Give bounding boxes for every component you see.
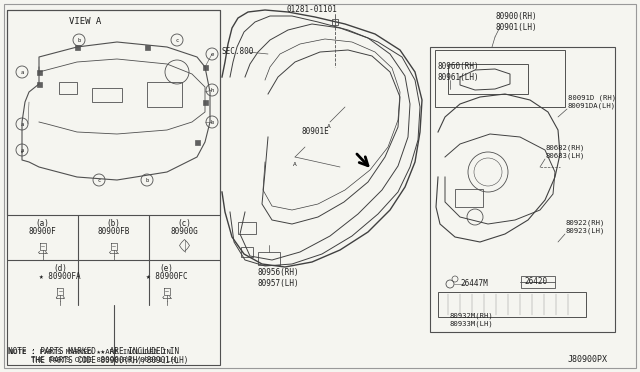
Bar <box>202 64 207 70</box>
Text: 80956(RH)
80957(LH): 80956(RH) 80957(LH) <box>258 268 300 288</box>
Bar <box>7 10 220 215</box>
Text: 80900G: 80900G <box>171 227 198 236</box>
Text: 80932M(RH)
80933M(LH): 80932M(RH) 80933M(LH) <box>450 313 493 327</box>
Text: THE PARTS CODE 80900(RH)/80901(LH): THE PARTS CODE 80900(RH)/80901(LH) <box>8 356 188 365</box>
Bar <box>74 45 79 49</box>
Text: 80091D (RH)
80091DA(LH): 80091D (RH) 80091DA(LH) <box>568 95 616 109</box>
Text: (e): (e) <box>160 264 173 273</box>
Text: A: A <box>293 161 297 167</box>
Text: (c): (c) <box>177 219 191 228</box>
Text: b: b <box>145 177 148 183</box>
Bar <box>36 70 42 74</box>
Text: b: b <box>211 119 214 125</box>
Text: 80900FB: 80900FB <box>97 227 130 236</box>
Text: a: a <box>20 122 24 126</box>
Text: h: h <box>211 87 214 93</box>
Bar <box>147 82 182 107</box>
Bar <box>238 222 256 234</box>
Text: 80682(RH)
80683(LH): 80682(RH) 80683(LH) <box>545 145 584 159</box>
Text: (a): (a) <box>36 219 49 228</box>
Bar <box>438 292 586 317</box>
Text: c: c <box>175 38 179 42</box>
Text: A: A <box>327 125 331 129</box>
Text: VIEW A: VIEW A <box>69 17 101 26</box>
Text: 80900(RH)
80901(LH): 80900(RH) 80901(LH) <box>495 12 536 32</box>
Text: (b): (b) <box>107 219 120 228</box>
Text: a: a <box>20 70 24 74</box>
Text: 80922(RH)
80923(LH): 80922(RH) 80923(LH) <box>565 220 604 234</box>
Text: c: c <box>97 177 100 183</box>
Bar <box>195 140 200 144</box>
Bar <box>145 45 150 49</box>
Bar <box>241 247 253 257</box>
Text: 26420: 26420 <box>524 278 547 286</box>
Text: THE PARTS CODE 80900(RH)/80901(LH): THE PARTS CODE 80900(RH)/80901(LH) <box>9 357 180 363</box>
Bar <box>92 88 122 102</box>
Text: SEC.800: SEC.800 <box>222 48 254 57</box>
Bar <box>521 276 555 288</box>
Bar <box>448 64 528 94</box>
Bar <box>36 81 42 87</box>
Bar <box>435 50 565 107</box>
Text: b: b <box>77 38 81 42</box>
Bar <box>455 189 483 207</box>
Bar <box>202 99 207 105</box>
Bar <box>59 82 77 94</box>
Text: (d): (d) <box>53 264 67 273</box>
Bar <box>7 10 220 365</box>
Text: ★ 80900FC: ★ 80900FC <box>146 272 188 281</box>
Text: a: a <box>20 148 24 153</box>
Text: ★ 80900FA: ★ 80900FA <box>40 272 81 281</box>
Text: NOTE : PARTS MARKED ★ ARE INCLUDED IN: NOTE : PARTS MARKED ★ ARE INCLUDED IN <box>8 346 179 356</box>
Bar <box>258 252 280 265</box>
Text: 80901E: 80901E <box>302 128 330 137</box>
Bar <box>332 19 338 25</box>
Text: J80900PX: J80900PX <box>568 356 608 365</box>
Text: 80900F: 80900F <box>29 227 56 236</box>
Text: 01281-01101: 01281-01101 <box>287 6 337 15</box>
Text: e: e <box>211 51 214 57</box>
Text: 80960(RH)
80961(LH): 80960(RH) 80961(LH) <box>437 62 479 82</box>
Text: 26447M: 26447M <box>460 279 488 289</box>
Text: NOTE : PARTS MARKED ★ ARE INCLUDED IN: NOTE : PARTS MARKED ★ ARE INCLUDED IN <box>9 349 171 355</box>
Bar <box>430 47 615 332</box>
